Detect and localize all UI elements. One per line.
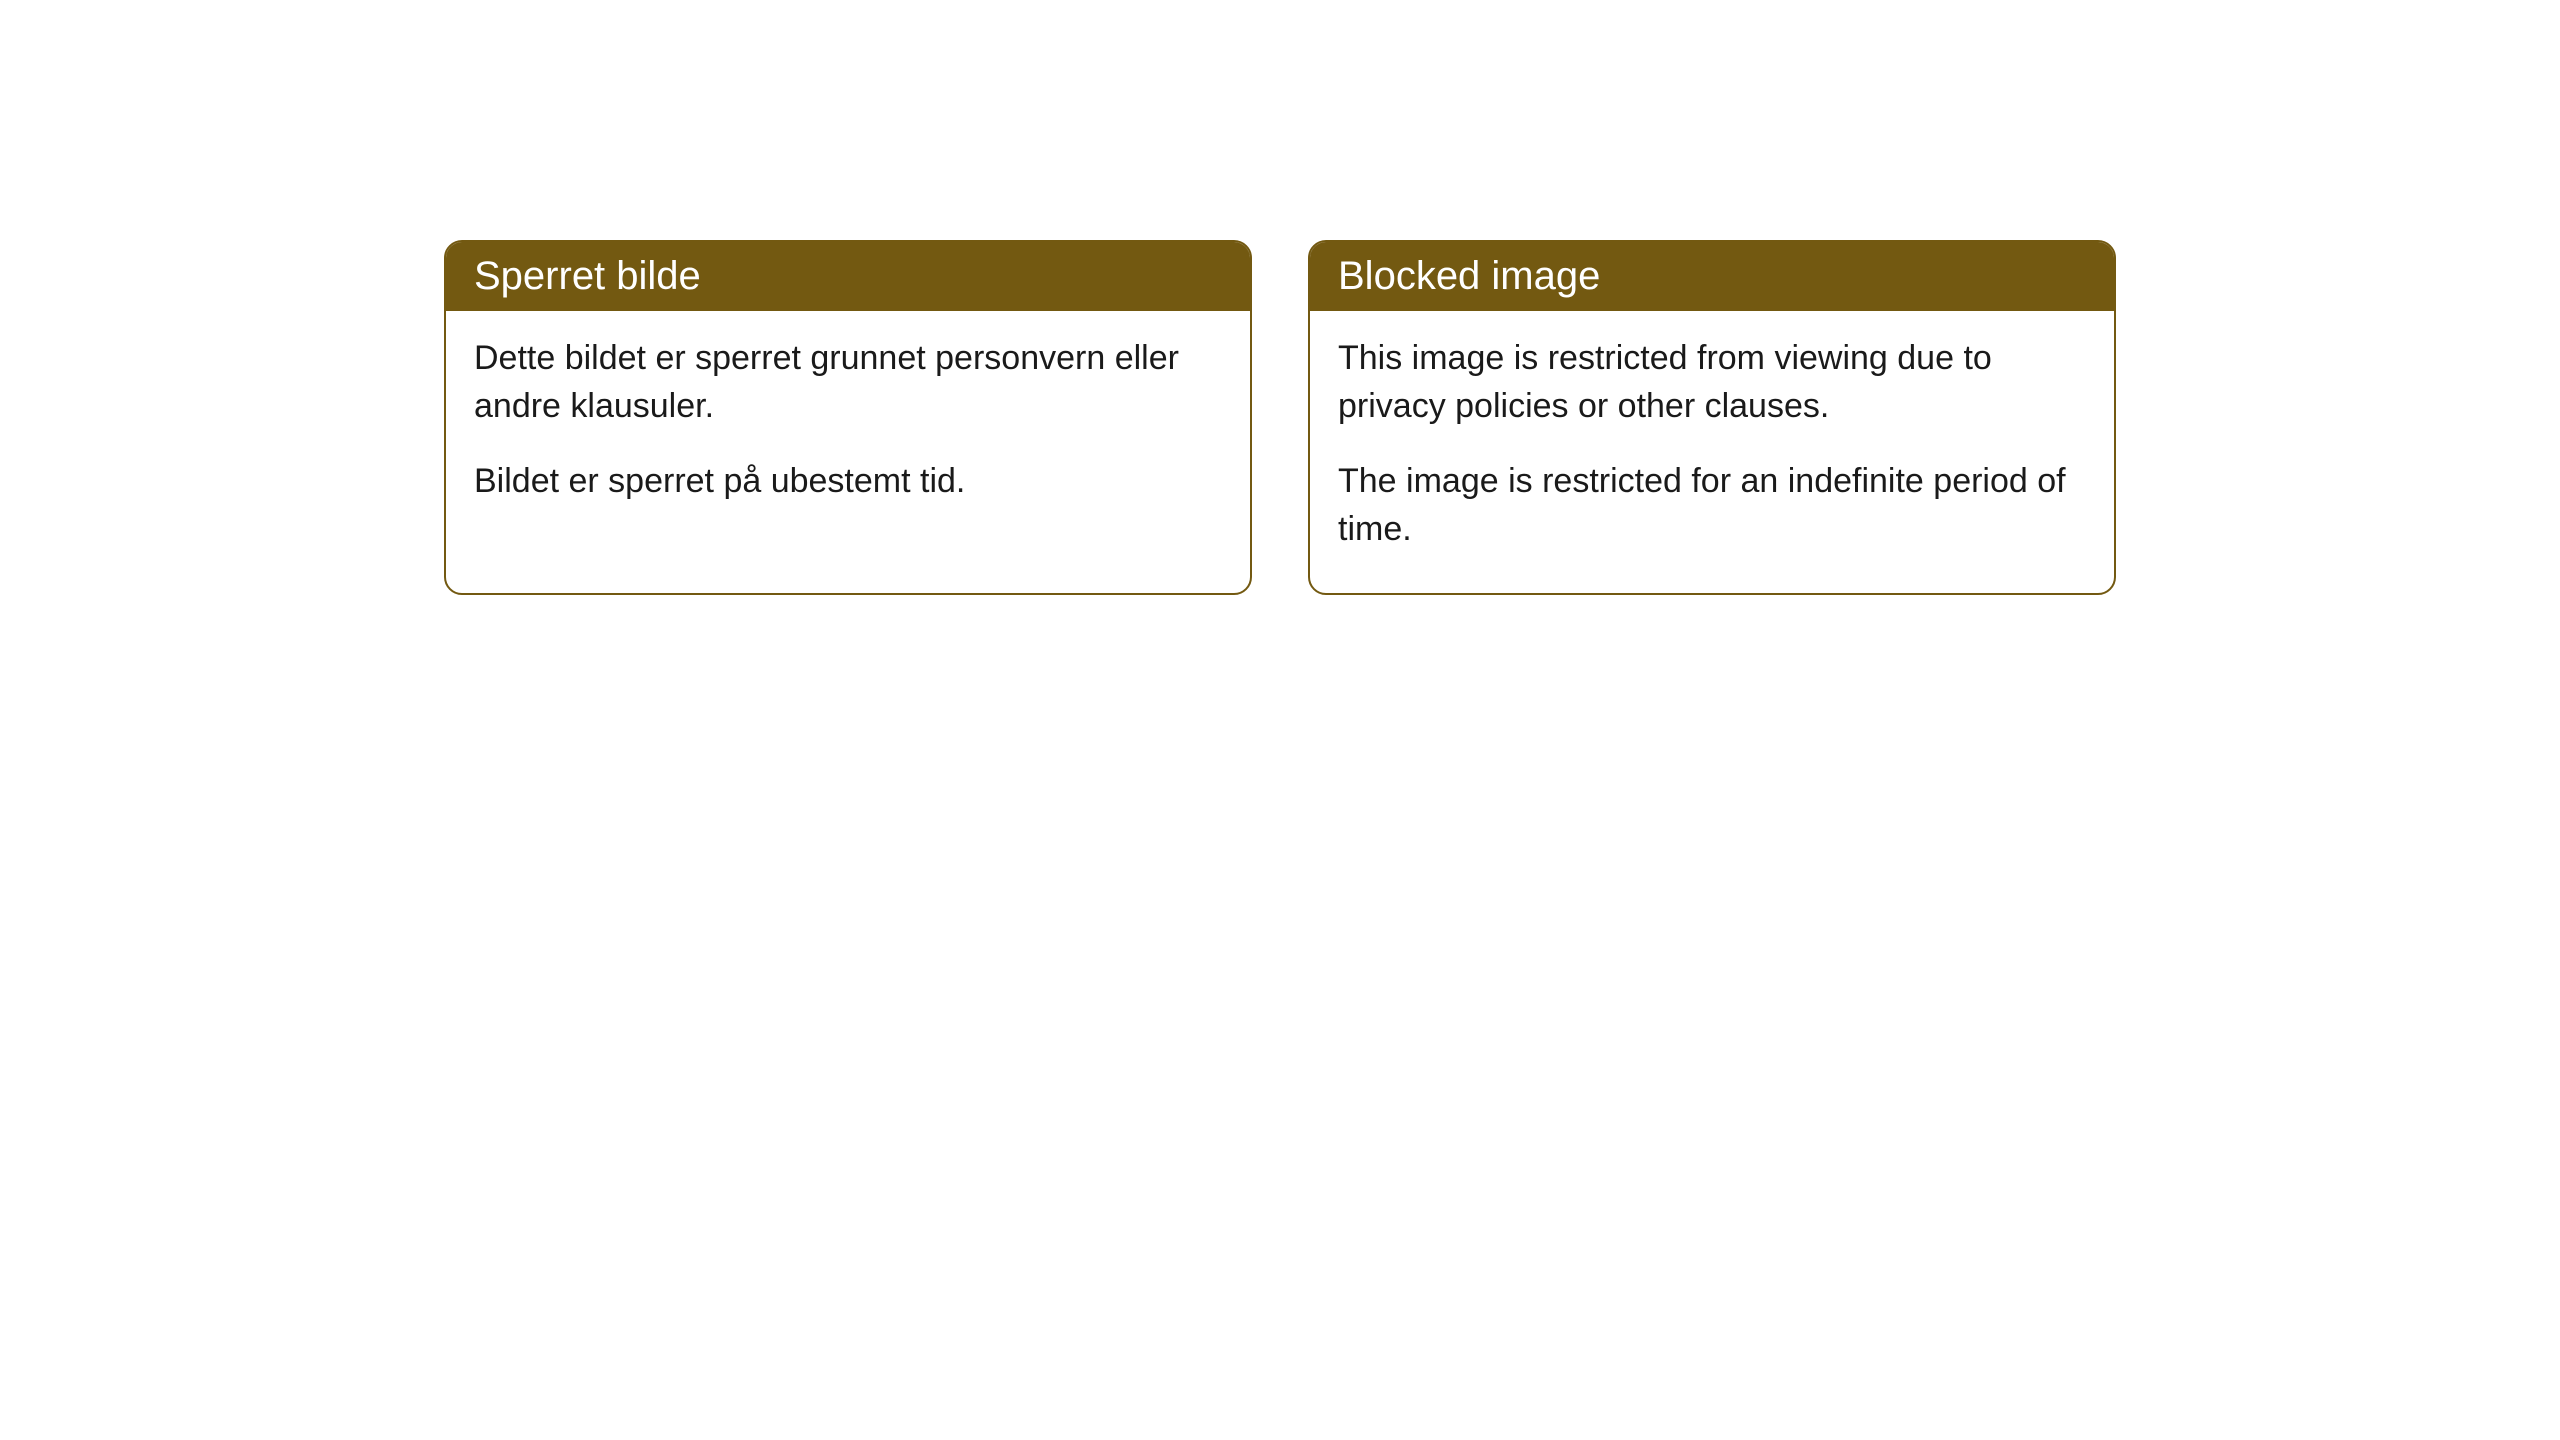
card-body: This image is restricted from viewing du…	[1310, 311, 2114, 593]
card-paragraph: This image is restricted from viewing du…	[1338, 335, 2086, 430]
card-paragraph: Bildet er sperret på ubestemt tid.	[474, 458, 1222, 506]
card-header: Sperret bilde	[446, 242, 1250, 311]
card-title: Blocked image	[1338, 254, 1600, 298]
card-header: Blocked image	[1310, 242, 2114, 311]
notice-card-norwegian: Sperret bilde Dette bildet er sperret gr…	[444, 240, 1252, 595]
notice-cards-container: Sperret bilde Dette bildet er sperret gr…	[444, 240, 2116, 595]
card-paragraph: The image is restricted for an indefinit…	[1338, 458, 2086, 553]
card-title: Sperret bilde	[474, 254, 701, 298]
notice-card-english: Blocked image This image is restricted f…	[1308, 240, 2116, 595]
card-paragraph: Dette bildet er sperret grunnet personve…	[474, 335, 1222, 430]
card-body: Dette bildet er sperret grunnet personve…	[446, 311, 1250, 546]
